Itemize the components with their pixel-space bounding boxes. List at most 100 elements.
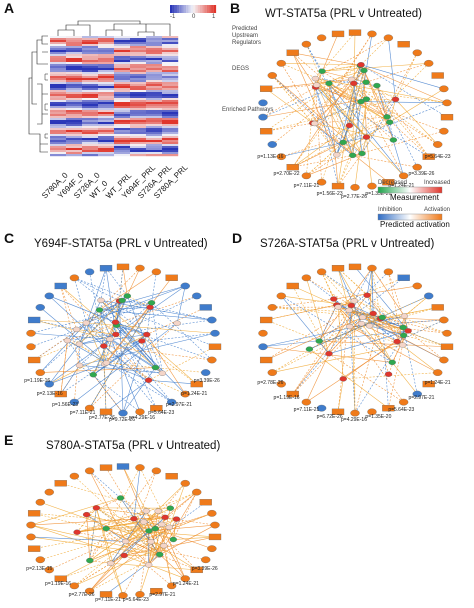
heatmap-cell <box>50 90 67 93</box>
network-node <box>331 264 345 272</box>
network-edge <box>106 277 172 364</box>
network-node <box>367 30 377 38</box>
network-edge <box>292 52 361 66</box>
heatmap-cell <box>50 102 67 105</box>
network-edge <box>49 295 104 347</box>
network-edge <box>388 271 404 346</box>
heatmap-cell <box>130 80 147 83</box>
network-node <box>258 343 268 351</box>
pvalue-label: p=2.13E-16 <box>26 565 53 572</box>
heatmap-cell <box>130 148 147 151</box>
network-node <box>118 592 128 599</box>
heatmap-cell <box>162 84 179 87</box>
network-node <box>180 390 190 398</box>
network-node <box>442 99 452 107</box>
heatmap-cell <box>114 128 131 131</box>
network-edge <box>389 122 394 141</box>
heatmap-cell <box>98 94 115 97</box>
heatmap-cell <box>66 130 83 133</box>
heatmap-cell <box>66 104 83 107</box>
measurement-label: Measurement <box>390 193 439 202</box>
network-node <box>301 172 312 180</box>
heatmap-cell <box>130 142 147 145</box>
heatmap-cell <box>50 46 67 49</box>
network-edge <box>30 536 126 542</box>
network-edge <box>316 84 404 177</box>
heatmap-cell <box>114 90 131 93</box>
heatmap-cell <box>50 84 67 87</box>
network-edge <box>361 137 367 154</box>
colorbar-tick-high: 1 <box>212 14 216 20</box>
network-edge <box>146 334 186 395</box>
network-node <box>158 521 166 528</box>
network-node <box>331 182 345 190</box>
network-node <box>118 409 128 417</box>
heatmap-cell <box>50 118 67 121</box>
network-node <box>439 85 449 93</box>
network-edge <box>319 277 404 342</box>
heatmap-cell <box>114 62 131 65</box>
heatmap-cell <box>98 72 115 75</box>
network-edge <box>163 545 172 586</box>
network-edge <box>328 353 404 403</box>
heatmap-cell <box>98 148 115 151</box>
heatmap-cell <box>130 66 147 69</box>
heatmap-cell <box>82 70 99 73</box>
network-edge <box>338 306 381 319</box>
network-edge <box>306 78 316 176</box>
heatmap-cell <box>130 98 147 101</box>
pvalue-label: p=2.97E-21 <box>408 395 435 402</box>
network-node <box>201 556 211 564</box>
network-node <box>301 398 312 406</box>
network-nodes <box>26 263 222 417</box>
network-node <box>312 82 321 88</box>
network-edge <box>116 325 157 409</box>
heatmap-cell <box>162 56 179 59</box>
network-edge <box>343 102 448 143</box>
network-edge <box>104 302 152 365</box>
heatmap-cell <box>50 82 67 85</box>
heatmap-cell <box>146 126 163 129</box>
network-node <box>151 364 160 371</box>
heatmap-cell <box>50 56 67 59</box>
network-edge <box>265 88 313 124</box>
network-node <box>398 172 409 180</box>
network-node <box>267 369 277 376</box>
network-edge <box>60 285 80 366</box>
heatmap-cell <box>162 74 179 77</box>
heatmap-cell <box>162 144 179 147</box>
heatmap-cell <box>130 38 147 41</box>
network-edge <box>376 85 404 176</box>
network-edge <box>40 367 156 373</box>
network-edge <box>159 524 216 556</box>
heatmap-cell <box>146 74 163 77</box>
network-edge <box>122 266 128 296</box>
heatmap-cell <box>66 152 83 155</box>
network-edge <box>353 268 373 301</box>
network-node <box>147 539 155 545</box>
network-node <box>44 292 54 300</box>
heatmap-cell <box>82 134 99 137</box>
network-edge <box>349 317 363 327</box>
heatmap-cell <box>146 52 163 55</box>
network-node <box>350 409 360 417</box>
heatmap-cell <box>114 54 131 57</box>
heatmap-cell <box>162 112 179 115</box>
heatmap-cell <box>130 90 147 93</box>
heatmap-cell <box>130 42 147 45</box>
network-node <box>331 30 345 38</box>
network-node <box>161 514 169 520</box>
heatmap-cell <box>162 54 179 57</box>
network-node <box>166 505 174 511</box>
heatmap-cell <box>82 146 99 149</box>
heatmap-cell <box>98 104 115 107</box>
measurement-gradient-bar <box>377 186 443 194</box>
network-edge <box>337 378 344 412</box>
network-node <box>84 404 95 412</box>
heatmap-cell <box>50 58 67 61</box>
heatmap-cell <box>146 124 163 127</box>
network-node <box>121 538 130 545</box>
heatmap-cell <box>66 44 83 47</box>
pvalue-label: p=1.24E-21 <box>172 580 199 587</box>
heatmap-cell <box>162 154 179 157</box>
